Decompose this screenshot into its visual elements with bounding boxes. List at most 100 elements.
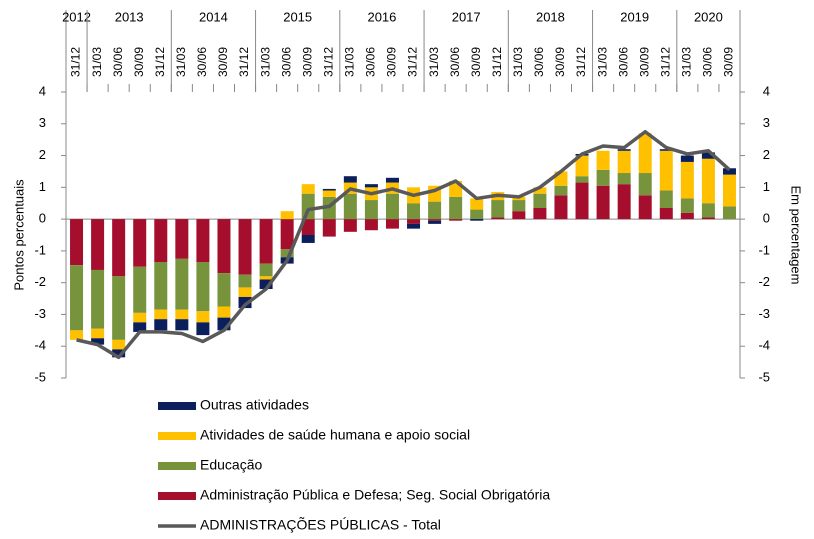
x-tick-label: 31/03: [258, 47, 272, 77]
y-tick-label: -1: [34, 242, 46, 257]
x-tick-label: 30/09: [385, 47, 399, 77]
y-tick-label: 2: [39, 147, 46, 162]
bar: [449, 196, 463, 220]
bar: [70, 265, 84, 331]
bar: [154, 262, 168, 310]
bar: [133, 266, 147, 313]
bar: [133, 312, 147, 323]
bar: [301, 235, 315, 243]
bar: [407, 223, 421, 229]
bar: [680, 161, 694, 199]
bar: [301, 184, 315, 194]
bar: [301, 219, 315, 235]
bar: [575, 176, 589, 183]
bar: [701, 152, 715, 159]
bar: [154, 219, 168, 263]
bar: [133, 322, 147, 332]
bar: [575, 155, 589, 177]
bar: [385, 219, 399, 229]
bar: [217, 306, 231, 318]
x-tick-label: 31/03: [427, 47, 441, 77]
bar: [280, 249, 294, 258]
bar: [259, 276, 273, 280]
bar: [659, 190, 673, 208]
bar: [533, 187, 547, 194]
y-tick-label: -3: [34, 306, 46, 321]
bar: [175, 319, 189, 331]
bar: [470, 219, 484, 221]
y2-tick-label: 0: [763, 211, 770, 226]
bar: [638, 133, 652, 174]
x-tick-label: 31/03: [595, 47, 609, 77]
bar: [217, 273, 231, 307]
x-tick-label: 31/12: [490, 47, 504, 77]
legend-swatch: [158, 432, 196, 440]
bar: [364, 200, 378, 220]
bar: [680, 212, 694, 220]
x-tick-label: 30/09: [216, 47, 230, 77]
x-tick-label: 30/06: [111, 47, 125, 77]
bar: [301, 193, 315, 220]
bar: [133, 219, 147, 267]
y2-tick-label: 4: [763, 83, 770, 98]
y-axis-label: Pontos percentuais: [11, 179, 26, 291]
x-tick-label: 30/09: [132, 47, 146, 77]
x-tick-label: 30/09: [637, 47, 651, 77]
year-label: 2014: [199, 9, 228, 24]
bar: [385, 177, 399, 183]
bar: [70, 330, 84, 340]
bar: [617, 150, 631, 174]
bar: [491, 200, 505, 218]
bar: [238, 274, 252, 288]
bar: [596, 150, 610, 170]
x-tick-label: 30/09: [553, 47, 567, 77]
bar: [154, 319, 168, 331]
legend-swatch: [158, 492, 196, 500]
y2-tick-label: -2: [758, 274, 770, 289]
year-label: 2019: [620, 9, 649, 24]
bar: [112, 339, 126, 350]
x-tick-label: 31/03: [343, 47, 357, 77]
bar: [280, 219, 294, 250]
bar: [680, 198, 694, 213]
legend-label: Educação: [200, 457, 262, 473]
bar: [470, 198, 484, 210]
y-tick-label: -4: [34, 338, 46, 353]
bar: [238, 219, 252, 275]
legend-swatch: [158, 462, 196, 470]
bar: [196, 322, 210, 336]
year-label: 2015: [283, 9, 312, 24]
x-tick-label: 31/12: [658, 47, 672, 77]
bar: [196, 219, 210, 263]
year-label: 2012: [62, 9, 91, 24]
bar: [322, 219, 336, 237]
bar: [449, 219, 463, 221]
y-tick-label: 3: [39, 115, 46, 130]
legend-label: Administração Pública e Defesa; Seg. Soc…: [200, 487, 550, 503]
bar: [596, 169, 610, 186]
x-tick-label: 30/06: [616, 47, 630, 77]
bar: [322, 190, 336, 197]
y2-tick-label: 1: [763, 179, 770, 194]
bar: [617, 149, 631, 151]
y-tick-label: -2: [34, 274, 46, 289]
y2-tick-label: -1: [758, 242, 770, 257]
y-tick-label: 4: [39, 83, 46, 98]
y-tick-label: 1: [39, 179, 46, 194]
y-tick-label: 0: [39, 211, 46, 226]
bar: [533, 207, 547, 220]
bar: [512, 211, 526, 220]
bar: [343, 219, 357, 232]
bar: [554, 185, 568, 196]
bar: [407, 203, 421, 220]
bar: [280, 211, 294, 220]
bar: [659, 150, 673, 191]
bar: [638, 173, 652, 196]
bar: [533, 193, 547, 208]
x-tick-label: 31/03: [511, 47, 525, 77]
bar: [722, 168, 736, 175]
bar: [175, 258, 189, 310]
bar: [722, 174, 736, 207]
x-tick-label: 31/12: [69, 47, 83, 77]
x-tick-label: 31/12: [237, 47, 251, 77]
